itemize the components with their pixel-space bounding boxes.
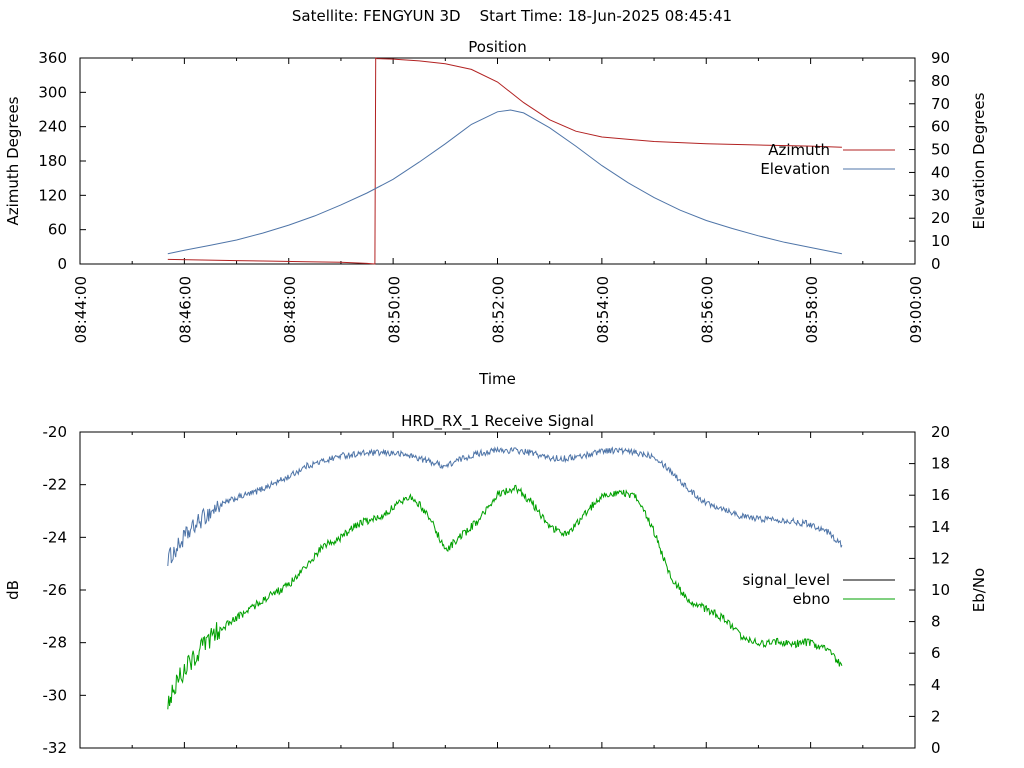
chart2-y2-axis-label: Eb/No: [970, 568, 988, 612]
chart1-y-tick-label: 60: [48, 221, 67, 239]
chart1-series-azimuth: [167, 57, 842, 265]
figure-suptitle: Satellite: FENGYUN 3D Start Time: 18-Jun…: [291, 7, 733, 25]
chart1-series-elevation: [167, 109, 842, 255]
chart2-y-tick-label: -32: [43, 739, 68, 757]
chart2-y2-tick-label: 0: [931, 739, 941, 757]
chart1-title: Position: [468, 38, 526, 56]
chart1-y-tick-label: 300: [38, 83, 67, 101]
chart1-y-tick-label: 240: [38, 118, 67, 136]
chart1-y-tick-label: 0: [57, 255, 67, 273]
chart1-x-tick-label: 08:58:00: [803, 276, 821, 343]
chart1-y2-tick-label: 90: [931, 49, 950, 67]
chart1-y2-tick-label: 80: [931, 72, 950, 90]
chart1-legend-label: Elevation: [760, 160, 830, 178]
chart2-y2-tick-label: 20: [931, 423, 950, 441]
chart1-y-axis-label: Azimuth Degrees: [4, 96, 22, 225]
chart2-y2-tick-label: 18: [931, 455, 950, 473]
chart1-x-tick-label: 08:48:00: [281, 276, 299, 343]
chart2-y2-tick-label: 10: [931, 581, 950, 599]
chart1-x-tick-label: 08:50:00: [385, 276, 403, 343]
chart1-y-tick-label: 120: [38, 186, 67, 204]
chart2-y-tick-label: -30: [43, 686, 68, 704]
chart2-legend-label: ebno: [793, 590, 830, 608]
chart1-x-axis-label: Time: [478, 370, 516, 388]
chart1-y-tick-label: 180: [38, 152, 67, 170]
chart1-y2-tick-label: 50: [931, 141, 950, 159]
chart1-y2-tick-label: 10: [931, 232, 950, 250]
chart1-x-tick-label: 08:46:00: [177, 276, 195, 343]
chart2-legend-label: signal_level: [742, 571, 830, 590]
chart2-series-signal-level: [167, 445, 843, 567]
chart2-title: HRD_RX_1 Receive Signal: [401, 412, 594, 431]
chart2-y-axis-label: dB: [4, 580, 22, 600]
chart2-y-tick-label: -24: [43, 528, 68, 546]
chart2-y2-tick-label: 14: [931, 518, 950, 536]
chart1-y2-axis-label: Elevation Degrees: [970, 92, 988, 229]
chart1-x-tick-label: 08:54:00: [594, 276, 612, 343]
chart2-y2-tick-label: 8: [931, 613, 941, 631]
chart1-y2-tick-label: 60: [931, 118, 950, 136]
chart2-y2-tick-label: 16: [931, 486, 950, 504]
chart1-legend-label: Azimuth: [768, 141, 830, 159]
chart1-x-tick-label: 09:00:00: [907, 276, 925, 343]
chart2-plot-frame: [79, 431, 916, 749]
chart2-y-tick-label: -20: [43, 423, 68, 441]
chart1-y2-tick-label: 0: [931, 255, 941, 273]
chart1-x-tick-label: 08:56:00: [698, 276, 716, 343]
chart1-x-tick-label: 08:44:00: [72, 276, 90, 343]
chart2-series-ebno: [167, 484, 843, 710]
chart2-y2-tick-label: 2: [931, 707, 941, 725]
chart1-y2-tick-label: 40: [931, 163, 950, 181]
chart2-y2-tick-label: 6: [931, 644, 941, 662]
chart1-y2-tick-label: 70: [931, 95, 950, 113]
chart2-y-tick-label: -28: [43, 634, 68, 652]
chart1-y-tick-label: 360: [38, 49, 67, 67]
chart2-y-tick-label: -22: [43, 476, 68, 494]
chart1-y2-tick-label: 30: [931, 186, 950, 204]
chart1-y2-tick-label: 20: [931, 209, 950, 227]
chart1-x-tick-label: 08:52:00: [490, 276, 508, 343]
chart2-y-tick-label: -26: [43, 581, 68, 599]
chart2-y2-tick-label: 4: [931, 676, 941, 694]
chart2-y2-tick-label: 12: [931, 549, 950, 567]
